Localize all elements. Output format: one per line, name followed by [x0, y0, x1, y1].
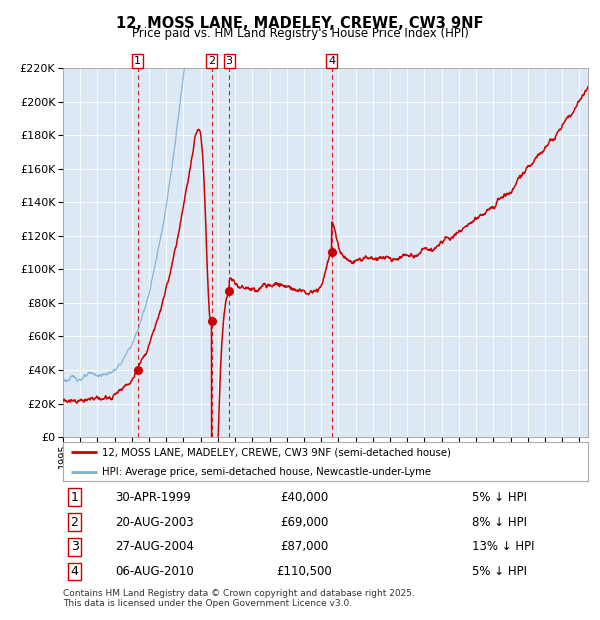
Text: 1: 1 [134, 56, 141, 66]
Text: 3: 3 [226, 56, 233, 66]
Text: 12, MOSS LANE, MADELEY, CREWE, CW3 9NF: 12, MOSS LANE, MADELEY, CREWE, CW3 9NF [116, 16, 484, 30]
Text: 2: 2 [208, 56, 215, 66]
Text: HPI: Average price, semi-detached house, Newcastle-under-Lyme: HPI: Average price, semi-detached house,… [103, 467, 431, 477]
Text: 30-APR-1999: 30-APR-1999 [115, 491, 191, 503]
Text: 06-AUG-2010: 06-AUG-2010 [115, 565, 194, 578]
Text: Contains HM Land Registry data © Crown copyright and database right 2025.
This d: Contains HM Land Registry data © Crown c… [63, 589, 415, 608]
Text: 20-AUG-2003: 20-AUG-2003 [115, 516, 194, 528]
Text: 27-AUG-2004: 27-AUG-2004 [115, 541, 194, 553]
Text: Price paid vs. HM Land Registry's House Price Index (HPI): Price paid vs. HM Land Registry's House … [131, 27, 469, 40]
Text: 4: 4 [71, 565, 79, 578]
Text: 12, MOSS LANE, MADELEY, CREWE, CW3 9NF (semi-detached house): 12, MOSS LANE, MADELEY, CREWE, CW3 9NF (… [103, 448, 451, 458]
Text: £69,000: £69,000 [280, 516, 329, 528]
Text: £40,000: £40,000 [280, 491, 329, 503]
Text: £110,500: £110,500 [277, 565, 332, 578]
Text: 3: 3 [71, 541, 79, 553]
Text: 13% ↓ HPI: 13% ↓ HPI [473, 541, 535, 553]
Text: 1: 1 [71, 491, 79, 503]
Text: 8% ↓ HPI: 8% ↓ HPI [473, 516, 527, 528]
Text: £87,000: £87,000 [280, 541, 329, 553]
Text: 4: 4 [328, 56, 335, 66]
Text: 5% ↓ HPI: 5% ↓ HPI [473, 491, 527, 503]
Text: 2: 2 [71, 516, 79, 528]
Text: 5% ↓ HPI: 5% ↓ HPI [473, 565, 527, 578]
